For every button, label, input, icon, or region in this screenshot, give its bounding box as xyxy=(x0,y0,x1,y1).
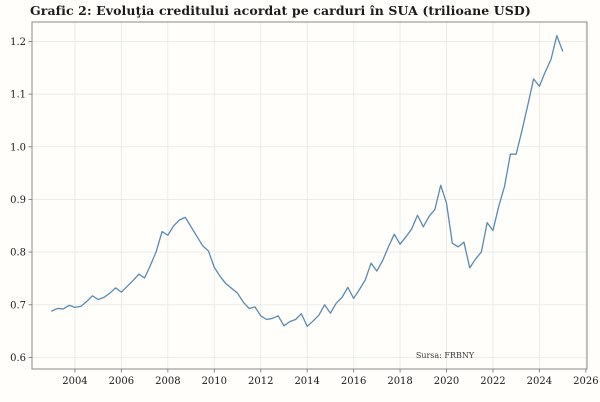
x-tick-label: 2022 xyxy=(480,376,505,387)
x-tick-label: 2018 xyxy=(387,376,412,387)
chart-title: Grafic 2: Evoluţia creditului acordat pe… xyxy=(30,3,531,18)
source-note: Sursa: FRBNY xyxy=(416,351,475,360)
x-tick-label: 2016 xyxy=(341,376,366,387)
y-tick-label: 0.8 xyxy=(10,248,26,259)
y-tick-label: 1.0 xyxy=(10,142,26,153)
y-axis: 0.6 0.7 0.8 0.9 1.0 1.1 1.2 xyxy=(10,37,32,364)
y-tick-label: 0.6 xyxy=(10,353,26,364)
y-tick-label: 1.2 xyxy=(10,37,26,48)
gridlines xyxy=(32,22,587,369)
data-series xyxy=(51,35,564,328)
x-tick-label: 2008 xyxy=(155,376,180,387)
x-tick-label: 2006 xyxy=(109,376,134,387)
x-tick-label: 2010 xyxy=(202,376,227,387)
x-tick-label: 2020 xyxy=(434,376,459,387)
x-tick-label: 2026 xyxy=(573,376,598,387)
plot-area-border xyxy=(31,21,588,370)
y-tick-label: 0.7 xyxy=(10,300,26,311)
data-line xyxy=(51,35,564,328)
x-tick-label: 2024 xyxy=(527,376,552,387)
x-tick-label: 2014 xyxy=(294,376,319,387)
y-tick-label: 0.9 xyxy=(10,195,26,206)
x-axis: 2004 2006 2008 2010 2012 2014 2016 2018 2020 2022… xyxy=(62,369,599,387)
y-tick-label: 1.1 xyxy=(10,90,26,101)
x-tick-label: 2012 xyxy=(248,376,273,387)
x-tick-label: 2004 xyxy=(62,376,87,387)
plot-border xyxy=(31,21,588,370)
